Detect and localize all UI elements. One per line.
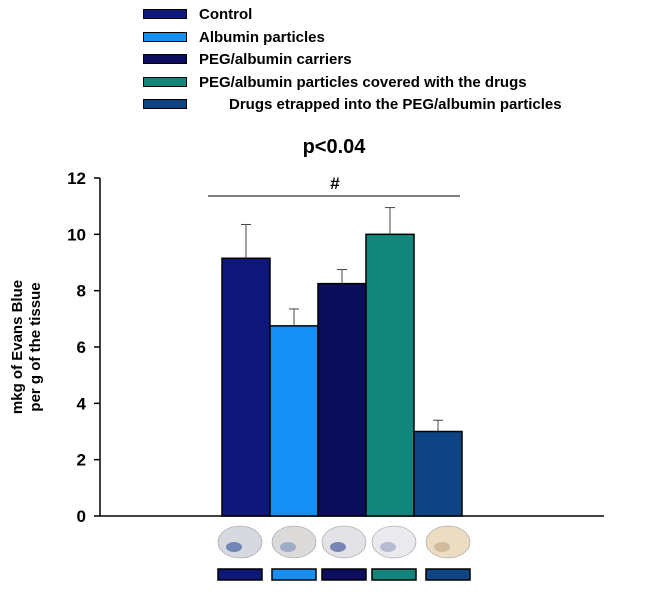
brain-tissue-image-entrapped (425, 525, 471, 559)
y-tick-label: 10 (67, 225, 86, 244)
legend-swatch-covered-with-drugs (143, 76, 187, 87)
tissue-stain-spot (380, 542, 396, 552)
tissue-color-key (271, 568, 317, 581)
tissue-stain-spot (280, 542, 296, 552)
significance-marker: # (330, 174, 340, 193)
y-tick-label: 12 (67, 169, 86, 188)
tissue-color-key (425, 568, 471, 581)
brain-tissue-image-covered (371, 525, 417, 559)
brain-tissue-image-albumin (271, 525, 317, 559)
bar (317, 282, 367, 517)
p-value-annotation: p<0.04 (303, 136, 367, 158)
y-axis-label-line2: per g of the tissue (27, 282, 44, 411)
y-tick-label: 6 (77, 338, 86, 357)
legend-label-drugs-entrapped: Drugs etrapped into the PEG/albumin part… (229, 96, 562, 113)
legend-swatch-drugs-entrapped (143, 99, 187, 109)
tissue-stain-spot (226, 542, 242, 552)
legend-label-albumin-particles: Albumin particles (199, 28, 325, 46)
y-tick-label: 4 (77, 394, 87, 413)
legend-label-peg-albumin-carriers: PEG/albumin carriers (199, 51, 352, 68)
legend-swatch-control (143, 9, 187, 19)
bar (365, 233, 415, 517)
tissue-stain-spot (330, 542, 346, 552)
bar (221, 257, 271, 517)
tissue-color-key (321, 568, 367, 581)
legend-swatch-peg-albumin-carriers (143, 54, 187, 64)
y-tick-label: 2 (77, 451, 86, 470)
brain-tissue-image-control (217, 525, 263, 559)
y-tick-label: 0 (77, 507, 86, 526)
bar (413, 430, 463, 517)
legend-swatch-albumin-particles (143, 31, 187, 42)
bar (269, 325, 319, 517)
tissue-color-key (371, 568, 417, 581)
legend-label-covered-with-drugs: PEG/albumin particles covered with the d… (199, 73, 527, 91)
y-tick-label: 8 (77, 282, 86, 301)
legend-label-control: Control (199, 6, 253, 23)
brain-tissue-image-peg-carriers (321, 525, 367, 559)
tissue-stain-spot (434, 542, 450, 552)
tissue-color-key (217, 568, 263, 581)
y-axis-label-line1: mkg of Evans Blue (9, 280, 26, 414)
